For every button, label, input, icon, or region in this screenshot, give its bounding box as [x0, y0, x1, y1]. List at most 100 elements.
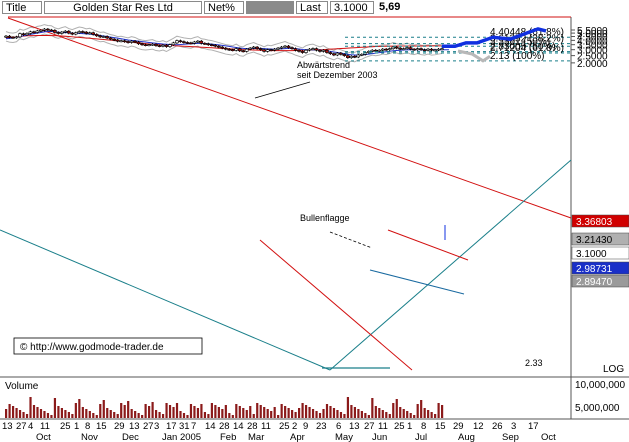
- candle-up: [433, 49, 437, 52]
- volume-bar: [325, 404, 329, 418]
- candle-up: [28, 31, 33, 34]
- candle-up: [415, 48, 420, 50]
- volume-bar: [46, 413, 50, 418]
- candle-down: [314, 48, 319, 51]
- candle-down: [199, 40, 204, 44]
- fib-level-label: 2.71204 (61.8%): [490, 43, 564, 54]
- x-day-label: 28: [247, 421, 258, 432]
- price-tag: 2.89470: [576, 277, 613, 288]
- volume-bar: [409, 413, 412, 418]
- volume-bar: [399, 407, 402, 418]
- volume-bar: [53, 398, 57, 418]
- volume-bar: [78, 399, 81, 418]
- volume-bar: [420, 400, 423, 418]
- volume-bar: [318, 413, 322, 418]
- last-value: 3.1000: [330, 1, 374, 14]
- volume-bar: [50, 415, 53, 418]
- x-day-label: 27: [16, 421, 27, 432]
- volume-bar: [284, 406, 287, 418]
- candle-down: [189, 42, 193, 45]
- candle-up: [405, 47, 409, 49]
- x-day-label: 1: [74, 421, 79, 432]
- candle-down: [206, 43, 211, 46]
- volume-bar: [186, 415, 189, 418]
- candle-down: [290, 47, 294, 49]
- volume-bar: [231, 415, 234, 418]
- candle-up: [196, 40, 200, 43]
- volume-bar: [287, 408, 290, 418]
- volume-bar: [106, 408, 109, 418]
- x-day-label: 7: [191, 421, 196, 432]
- volume-bar: [57, 406, 60, 418]
- volume-bar: [168, 405, 172, 418]
- candle-down: [237, 48, 242, 52]
- candle-down: [98, 35, 102, 38]
- x-month-label: Aug: [458, 432, 475, 442]
- volume-bar: [395, 399, 398, 418]
- candle-up: [401, 48, 406, 50]
- volume-bar: [134, 411, 137, 418]
- price-tag: 3.1000: [576, 249, 607, 260]
- candle-up: [335, 52, 340, 56]
- candle-down: [328, 52, 333, 55]
- volume-bar: [367, 415, 370, 418]
- candle-down: [178, 40, 183, 43]
- x-day-label: 17: [166, 421, 177, 432]
- candle-down: [412, 48, 416, 51]
- volume-bar: [60, 408, 64, 418]
- bear-forecast-path: [457, 49, 491, 63]
- volume-bar: [88, 411, 91, 418]
- candle-up: [440, 48, 444, 50]
- volume-bar: [423, 408, 426, 418]
- volume-bar: [64, 410, 67, 418]
- candle-down: [115, 39, 120, 42]
- volume-bar: [238, 406, 241, 418]
- candle-down: [185, 42, 190, 44]
- candle-down: [293, 48, 298, 51]
- volume-bar: [392, 403, 395, 418]
- scale-mode-label: LOG: [603, 364, 624, 375]
- uptrend-line: [329, 159, 572, 371]
- mode-field[interactable]: Net%: [204, 1, 244, 14]
- volume-bar: [25, 414, 29, 418]
- volume-bar: [81, 407, 84, 418]
- volume-bar: [154, 410, 158, 418]
- volume-bar: [179, 411, 182, 418]
- x-day-label: 25: [279, 421, 290, 432]
- volume-bar: [259, 405, 262, 418]
- instrument-title[interactable]: Golden Star Res Ltd: [44, 1, 202, 14]
- candle-up: [60, 31, 64, 34]
- volume-bar: [413, 415, 416, 418]
- candle-down: [300, 51, 305, 53]
- candle-down: [230, 49, 235, 51]
- volume-bar: [357, 409, 360, 418]
- candle-up: [175, 40, 179, 44]
- x-month-label: Jan 2005: [162, 432, 201, 442]
- candle-down: [136, 41, 141, 45]
- volume-bar: [256, 403, 259, 418]
- candle-up: [168, 44, 172, 47]
- volume-bar: [416, 404, 419, 418]
- y-tick-label: 4.0000: [577, 36, 608, 47]
- bull-forecast-path: [442, 27, 547, 49]
- volume-title: Volume: [5, 381, 39, 392]
- y-tick-label: 2.5000: [577, 52, 608, 63]
- candle-down: [126, 41, 130, 43]
- x-month-label: Oct: [36, 432, 51, 442]
- candle-down: [227, 48, 232, 51]
- y-tick-label: 4.5000: [577, 33, 608, 44]
- low-value-label: 2.33: [525, 358, 543, 368]
- x-day-label: 14: [205, 421, 216, 432]
- x-day-label: 14: [233, 421, 244, 432]
- candle-down: [7, 35, 12, 38]
- volume-bar: [113, 412, 116, 418]
- flag-lower-line: [369, 269, 465, 295]
- candle-down: [346, 55, 350, 58]
- y-tick-label: 3.0000: [577, 46, 608, 57]
- volume-bar: [15, 408, 18, 418]
- x-day-label: 11: [261, 421, 271, 432]
- volume-bar: [203, 412, 207, 418]
- candle-up: [42, 28, 47, 31]
- candle-up: [161, 44, 165, 47]
- candle-down: [133, 40, 137, 43]
